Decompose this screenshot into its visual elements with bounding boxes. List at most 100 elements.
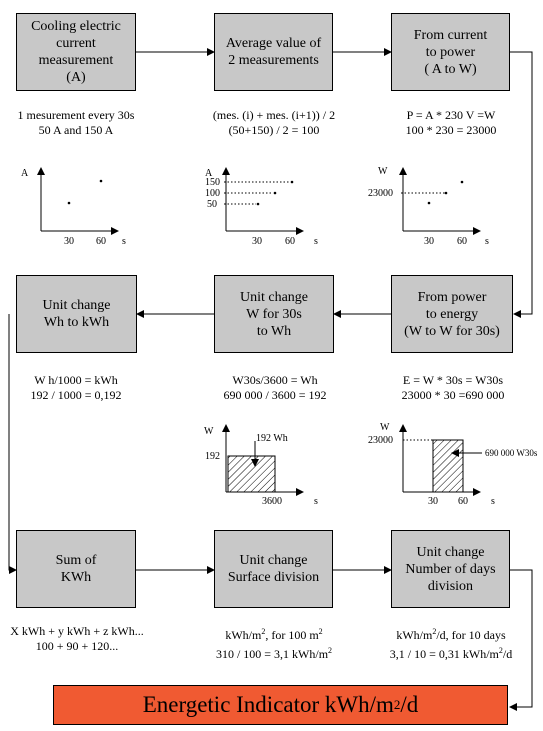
step-w30s-to-wh-line-1: Unit change xyxy=(239,289,309,305)
caption-surface-2sup: 2 xyxy=(328,646,333,655)
step-current-to-power: From current to power ( A to W) xyxy=(391,13,510,91)
caption-measurement-line-1: 1 mesurement every 30s xyxy=(17,108,135,122)
chart-5-energy-area xyxy=(432,439,464,493)
step-w30s-to-wh: Unit change W for 30s to Wh xyxy=(214,275,334,353)
chart-3-x-tick-30: 30 xyxy=(424,236,434,247)
chart-3-x-tick-60: 60 xyxy=(457,236,467,247)
chart-1: A 30 60 s xyxy=(21,167,126,247)
step-surface-division-line-1: Unit change xyxy=(239,553,308,568)
caption-days-1b: /d, for 10 days xyxy=(436,628,506,642)
caption-days-1sup: 2 xyxy=(432,627,437,636)
step-average-value-line-2: 2 measurements xyxy=(228,53,319,68)
chart-2-y-tick-50: 50 xyxy=(207,199,217,210)
chart-1-x-tick-60: 60 xyxy=(96,236,106,247)
caption-kwh-line-1: W h/1000 = kWh xyxy=(34,373,118,387)
caption-sum-line-2: 100 + 90 + 120... xyxy=(35,639,119,653)
chart-2-y-tick-100: 100 xyxy=(205,188,220,199)
caption-power: P = A * 230 V =W 100 * 230 = 23000 xyxy=(376,108,526,138)
chart-4-energy-area xyxy=(227,455,276,493)
step-power-to-energy-line-1: From power xyxy=(417,289,487,305)
chart-5-annotation: 690 000 W30s xyxy=(485,448,538,458)
step-power-to-energy-line-2: to energy xyxy=(425,306,479,322)
caption-surface-1sup2: 2 xyxy=(318,627,323,636)
step-sum-kwh: Sum of KWh xyxy=(16,530,136,608)
step-average-value-line-1: Average value of xyxy=(225,36,322,51)
caption-energy-line-1: E = W * 30s = W30s xyxy=(402,373,504,387)
caption-sum: X kWh + y kWh + z kWh... 100 + 90 + 120.… xyxy=(0,624,154,654)
step-wh-to-kwh: Unit change Wh to kWh xyxy=(16,275,137,353)
chart-3-point-3 xyxy=(460,180,464,184)
energetic-indicator-suffix: /d xyxy=(400,692,419,717)
step-current-to-power-line-1: From current xyxy=(413,27,488,43)
caption-days: kWh/m2/d, for 10 days 3,1 / 10 = 0,31 kW… xyxy=(368,624,534,662)
step-average-value: Average value of 2 measurements xyxy=(214,13,333,91)
step-current-to-power-line-2: to power xyxy=(425,44,476,60)
chart-2-point-1 xyxy=(256,202,260,206)
chart-5-y-tick-23000: 23000 xyxy=(368,435,393,446)
chart-3-x-label: s xyxy=(485,236,489,247)
energetic-indicator: Energetic Indicator kWh/m 2/d xyxy=(53,685,508,725)
chart-5-x-tick-30: 30 xyxy=(428,496,438,507)
chart-2-x-tick-30: 30 xyxy=(252,236,262,247)
step-sum-kwh-line-2: KWh xyxy=(60,570,92,585)
chart-4-x-label: s xyxy=(314,496,318,507)
step-wh-to-kwh-line-1: Unit change xyxy=(42,298,111,313)
caption-surface: kWh/m2, for 100 m2 310 / 100 = 3,1 kWh/m… xyxy=(186,624,362,662)
chart-2-x-tick-60: 60 xyxy=(285,236,295,247)
caption-surface-2a: 310 / 100 = 3,1 kWh/m xyxy=(215,647,329,661)
caption-average-line-2: (50+150) / 2 = 100 xyxy=(228,123,320,137)
chart-2-y-tick-150: 150 xyxy=(205,177,220,188)
step-surface-division: Unit change Surface division xyxy=(214,530,333,608)
step-current-measurement-line-1: Cooling electric xyxy=(31,19,121,34)
caption-measurement-line-2: 50 A and 150 A xyxy=(38,123,114,137)
step-w30s-to-wh-line-3: to Wh xyxy=(256,323,292,339)
chart-4: W 192 192 Wh 3600 s xyxy=(204,424,318,507)
step-days-division-line-3: division xyxy=(427,578,474,594)
chart-2-x-label: s xyxy=(314,236,318,247)
chart-5-y-label: W xyxy=(380,422,390,433)
caption-surface-1sup: 2 xyxy=(261,627,266,636)
caption-wh-line-2: 690 000 / 3600 = 192 xyxy=(223,388,327,402)
step-current-measurement-line-3: (A) xyxy=(66,70,86,85)
arrow-row3-to-indicator xyxy=(509,569,533,711)
caption-wh-line-1: W30s/3600 = Wh xyxy=(232,373,318,387)
chart-4-annotation: 192 Wh xyxy=(256,433,288,444)
step-days-division-line-2: Number of days xyxy=(405,561,496,577)
caption-energy-line-2: 23000 * 30 =690 000 xyxy=(401,388,505,402)
chart-2-point-2 xyxy=(273,191,277,195)
step-wh-to-kwh-line-2: Wh to kWh xyxy=(43,315,110,330)
chart-3-point-2 xyxy=(444,191,448,195)
chart-4-y-label: W xyxy=(204,426,214,437)
caption-days-2b: /d xyxy=(502,647,513,661)
arrow-3-to-row2 xyxy=(510,51,533,318)
step-sum-kwh-line-1: Sum of xyxy=(55,553,97,568)
chart-5-x-label: s xyxy=(491,496,495,507)
caption-average: (mes. (i) + mes. (i+1)) / 2 (50+150) / 2… xyxy=(188,108,360,138)
step-power-to-energy-line-3: (W to W for 30s) xyxy=(404,323,500,339)
caption-kwh-line-2: 192 / 1000 = 0,192 xyxy=(30,388,122,402)
energetic-indicator-sup: 2 xyxy=(393,697,401,712)
arrow-row2-to-row3 xyxy=(8,314,17,574)
chart-2-y-label: A xyxy=(205,168,213,179)
chart-4-x-tick-3600: 3600 xyxy=(262,496,282,507)
chart-1-x-label: s xyxy=(122,236,126,247)
caption-power-line-1: P = A * 230 V =W xyxy=(406,108,496,122)
chart-3-y-label: W xyxy=(378,166,388,177)
step-power-to-energy: From power to energy (W to W for 30s) xyxy=(391,275,513,353)
caption-sum-line-1: X kWh + y kWh + z kWh... xyxy=(10,624,144,638)
chart-3: W 23000 30 60 s xyxy=(368,166,489,247)
step-w30s-to-wh-line-2: W for 30s xyxy=(246,306,302,322)
chart-5-x-tick-60: 60 xyxy=(458,496,468,507)
step-days-division-line-1: Unit change xyxy=(416,544,485,560)
step-current-measurement-line-2: current measurement xyxy=(38,36,114,68)
chart-1-point-2 xyxy=(99,179,103,183)
caption-wh: W30s/3600 = Wh 690 000 / 3600 = 192 xyxy=(190,373,360,403)
caption-surface-1b: , for 100 m xyxy=(265,628,319,642)
chart-2: A 150 100 50 30 60 s xyxy=(205,167,318,247)
caption-days-2sup: 2 xyxy=(498,646,503,655)
caption-days-1a: kWh/m xyxy=(396,628,433,642)
caption-days-2a: 3,1 / 10 = 0,31 kWh/m xyxy=(389,647,499,661)
caption-surface-1a: kWh/m xyxy=(225,628,262,642)
step-current-to-power-line-3: ( A to W) xyxy=(424,61,477,77)
